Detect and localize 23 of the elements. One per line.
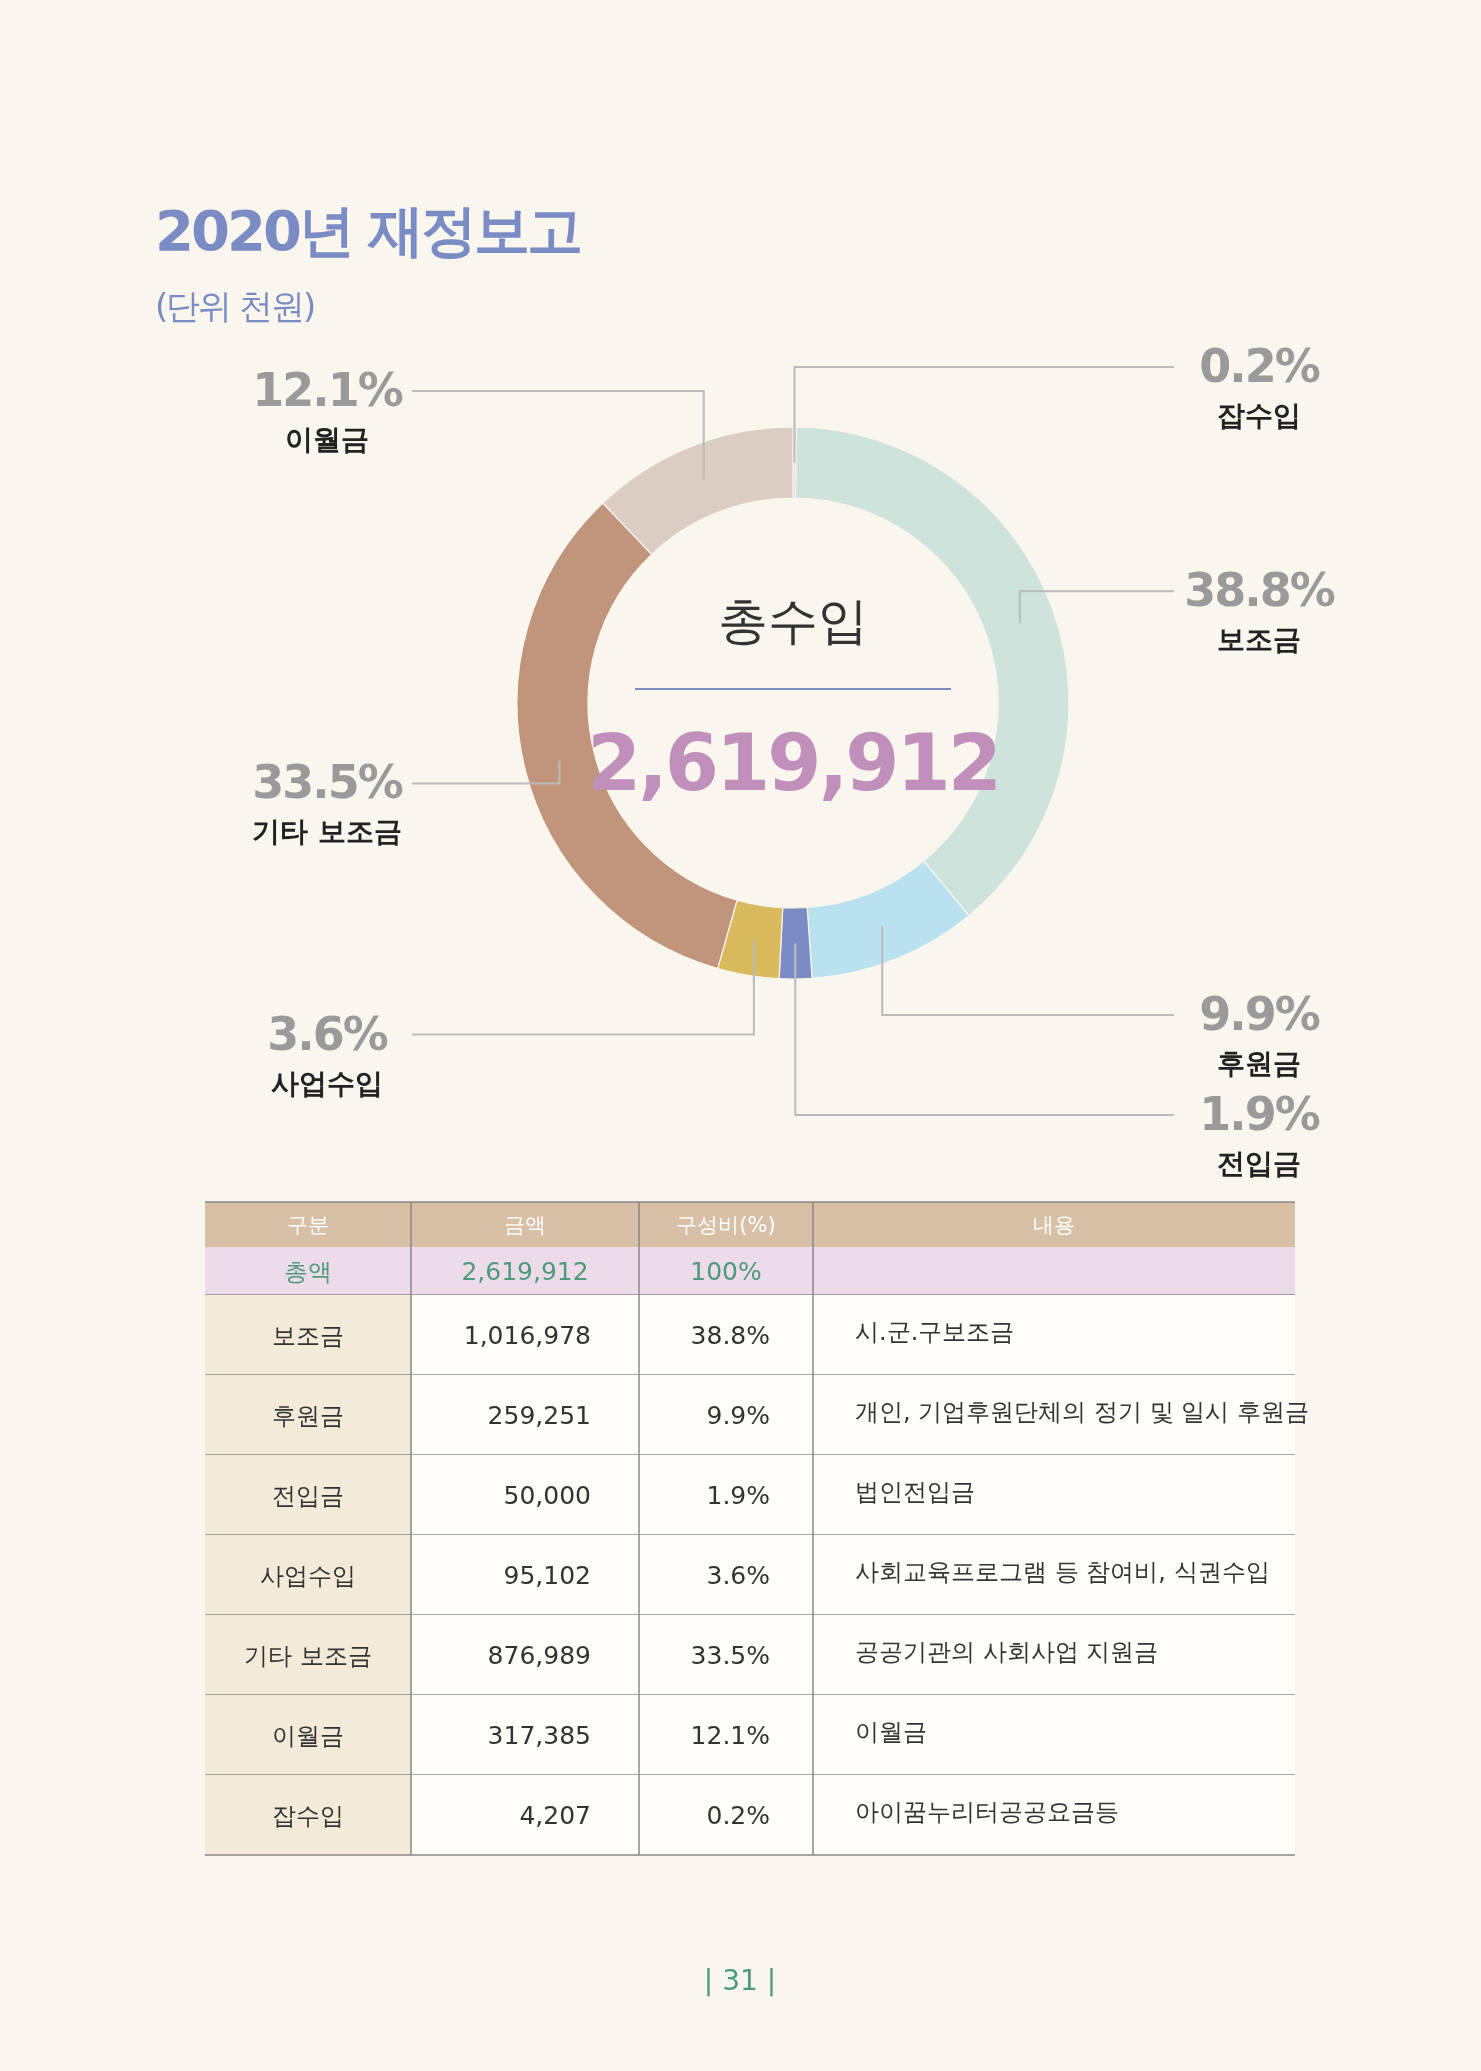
text: | 31 | xyxy=(703,1964,777,1997)
category-label: 내용 xyxy=(1033,1213,1075,1237)
chart-title: 2020년 재정보고 xyxy=(155,198,581,263)
slice-label: 기타 보조금 xyxy=(252,815,402,849)
data-label: 0.2% xyxy=(1199,339,1320,394)
text: 총수입 xyxy=(718,592,868,650)
slice-label: 사업수입 xyxy=(271,1066,383,1100)
data-label: 9.9% xyxy=(1199,987,1320,1042)
category-label: 구성비(%) xyxy=(676,1213,776,1237)
slice-label: 전입금 xyxy=(1217,1147,1301,1181)
slice-label: 보조금 xyxy=(1217,623,1301,657)
data-label: 3.6% xyxy=(267,1006,388,1061)
category-label: 구분 xyxy=(287,1213,329,1237)
category-label: 금액 xyxy=(504,1213,546,1237)
data-label: 1.9% xyxy=(1199,1087,1320,1142)
slice-label: 후원금 xyxy=(1217,1047,1301,1081)
data-label: 12.1% xyxy=(252,362,403,417)
chart-subtitle: (단위 천원) xyxy=(155,286,315,326)
data-label: 38.8% xyxy=(1184,563,1335,618)
data-label: 33.5% xyxy=(252,755,403,810)
text: 2,619,912 xyxy=(586,718,1000,808)
slice-label: 이월금 xyxy=(285,422,369,456)
slice-label: 잡수입 xyxy=(1217,399,1301,433)
